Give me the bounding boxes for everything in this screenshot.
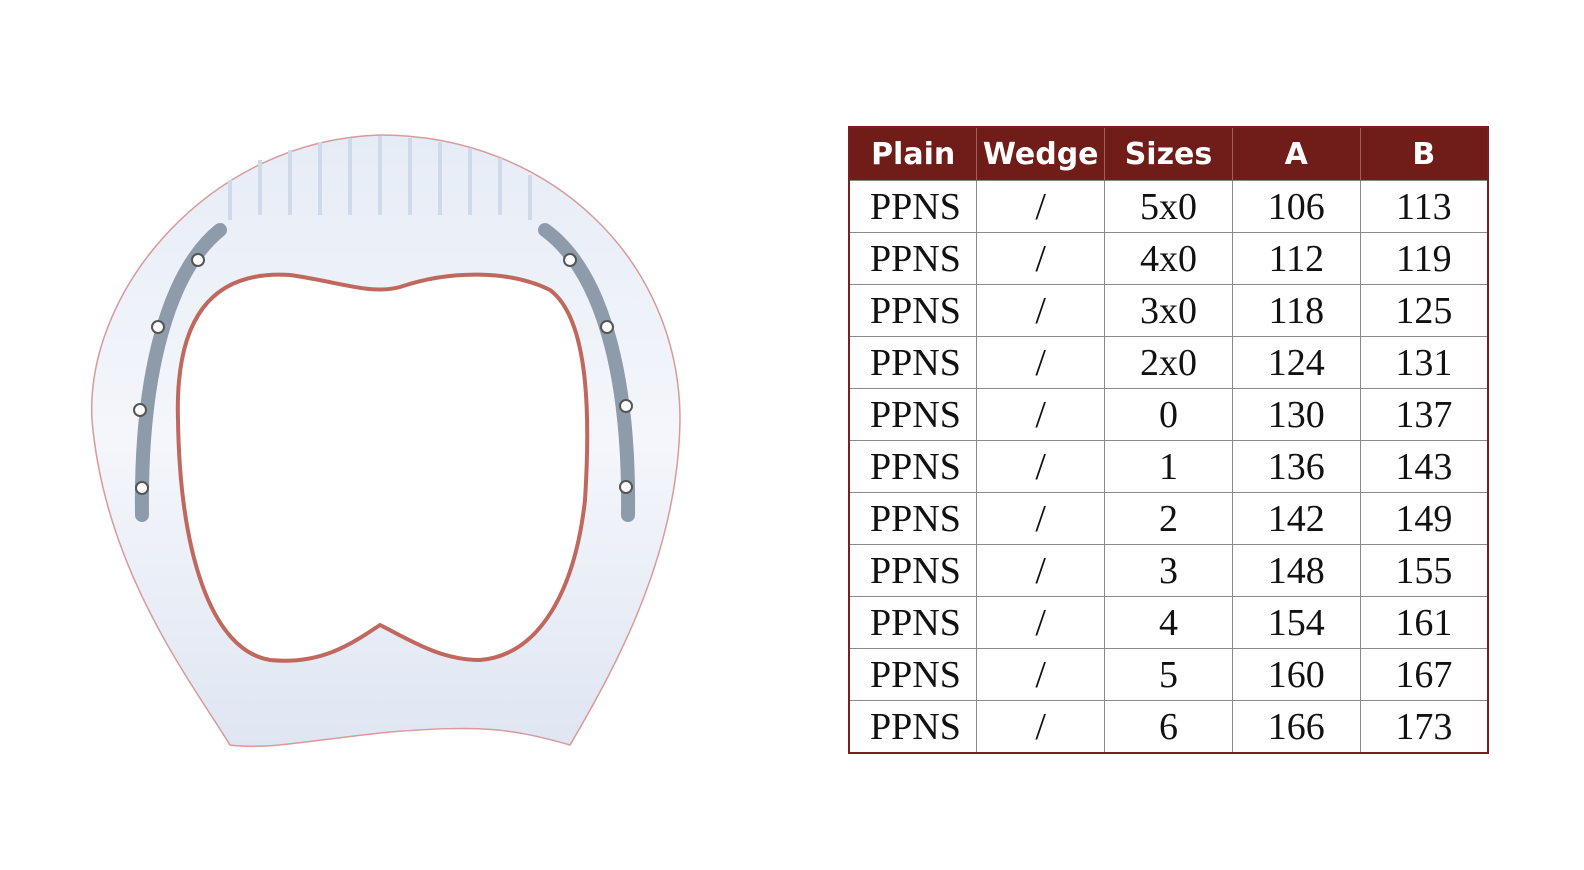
table-row: PPNS/5 160 167 <box>848 648 1489 701</box>
cell-plain: PPNS <box>848 388 978 441</box>
header-b: B <box>1359 127 1488 181</box>
table-row: PPNS/4x0 112 119 <box>848 232 1489 285</box>
table-row: PPNS/1 136 143 <box>848 440 1489 493</box>
horseshoe-icon <box>91 134 681 748</box>
cell-b: 131 <box>1359 336 1489 389</box>
cell-wedge: / <box>976 700 1106 754</box>
cell-b: 113 <box>1359 180 1489 233</box>
table-row: PPNS/0 130 137 <box>848 388 1489 441</box>
header-wedge: Wedge <box>976 127 1105 181</box>
header-plain: Plain <box>848 127 977 181</box>
cell-b: 155 <box>1359 544 1489 597</box>
cell-b: 137 <box>1359 388 1489 441</box>
header-sizes: Sizes <box>1104 127 1233 181</box>
cell-size: 3x0 <box>1104 284 1233 337</box>
cell-plain: PPNS <box>848 648 978 701</box>
cell-size: 5x0 <box>1104 180 1233 233</box>
cell-a: 118 <box>1231 284 1361 337</box>
cell-b: 119 <box>1359 232 1489 285</box>
cell-a: 154 <box>1231 596 1361 649</box>
table-row: PPNS/3 148 155 <box>848 544 1489 597</box>
cell-a: 106 <box>1231 180 1361 233</box>
cell-plain: PPNS <box>848 232 978 285</box>
cell-a: 124 <box>1231 336 1361 389</box>
cell-wedge: / <box>976 388 1106 441</box>
table-row: PPNS/4 154 161 <box>848 596 1489 649</box>
cell-plain: PPNS <box>848 544 978 597</box>
cell-wedge: / <box>976 492 1106 545</box>
cell-wedge: / <box>976 648 1106 701</box>
size-table: Plain Wedge Sizes A B PPNS/5x0 106 113 PPNS… <box>848 126 1489 754</box>
cell-wedge: / <box>976 180 1106 233</box>
table-header-row: Plain Wedge Sizes A B <box>848 127 1488 181</box>
cell-b: 173 <box>1359 700 1489 754</box>
cell-size: 2x0 <box>1104 336 1233 389</box>
cell-b: 161 <box>1359 596 1489 649</box>
cell-a: 142 <box>1231 492 1361 545</box>
table-row: PPNS/5x0 106 113 <box>848 180 1489 233</box>
cell-plain: PPNS <box>848 492 978 545</box>
cell-size: 6 <box>1104 700 1233 754</box>
table-row: PPNS/2 142 149 <box>848 492 1489 545</box>
cell-plain: PPNS <box>848 180 978 233</box>
cell-a: 160 <box>1231 648 1361 701</box>
cell-wedge: / <box>976 440 1106 493</box>
cell-b: 143 <box>1359 440 1489 493</box>
cell-a: 166 <box>1231 700 1361 754</box>
table-row: PPNS/6 166 173 <box>848 700 1489 754</box>
table-row: PPNS/2x0 124 131 <box>848 336 1489 389</box>
cell-wedge: / <box>976 284 1106 337</box>
header-a: A <box>1231 127 1361 181</box>
cell-size: 4 <box>1104 596 1233 649</box>
cell-wedge: / <box>976 596 1106 649</box>
cell-plain: PPNS <box>848 596 978 649</box>
cell-size: 2 <box>1104 492 1233 545</box>
cell-wedge: / <box>976 232 1106 285</box>
cell-size: 4x0 <box>1104 232 1233 285</box>
cell-b: 149 <box>1359 492 1489 545</box>
cell-size: 0 <box>1104 388 1233 441</box>
cell-plain: PPNS <box>848 284 978 337</box>
cell-a: 112 <box>1231 232 1361 285</box>
cell-a: 130 <box>1231 388 1361 441</box>
cell-plain: PPNS <box>848 440 978 493</box>
cell-size: 5 <box>1104 648 1233 701</box>
cell-b: 167 <box>1359 648 1489 701</box>
table-row: PPNS/3x0 118 125 <box>848 284 1489 337</box>
cell-plain: PPNS <box>848 336 978 389</box>
cell-wedge: / <box>976 336 1106 389</box>
cell-size: 1 <box>1104 440 1233 493</box>
cell-a: 148 <box>1231 544 1361 597</box>
cell-b: 125 <box>1359 284 1489 337</box>
cell-wedge: / <box>976 544 1106 597</box>
cell-size: 3 <box>1104 544 1233 597</box>
cell-a: 136 <box>1231 440 1361 493</box>
cell-plain: PPNS <box>848 700 978 754</box>
